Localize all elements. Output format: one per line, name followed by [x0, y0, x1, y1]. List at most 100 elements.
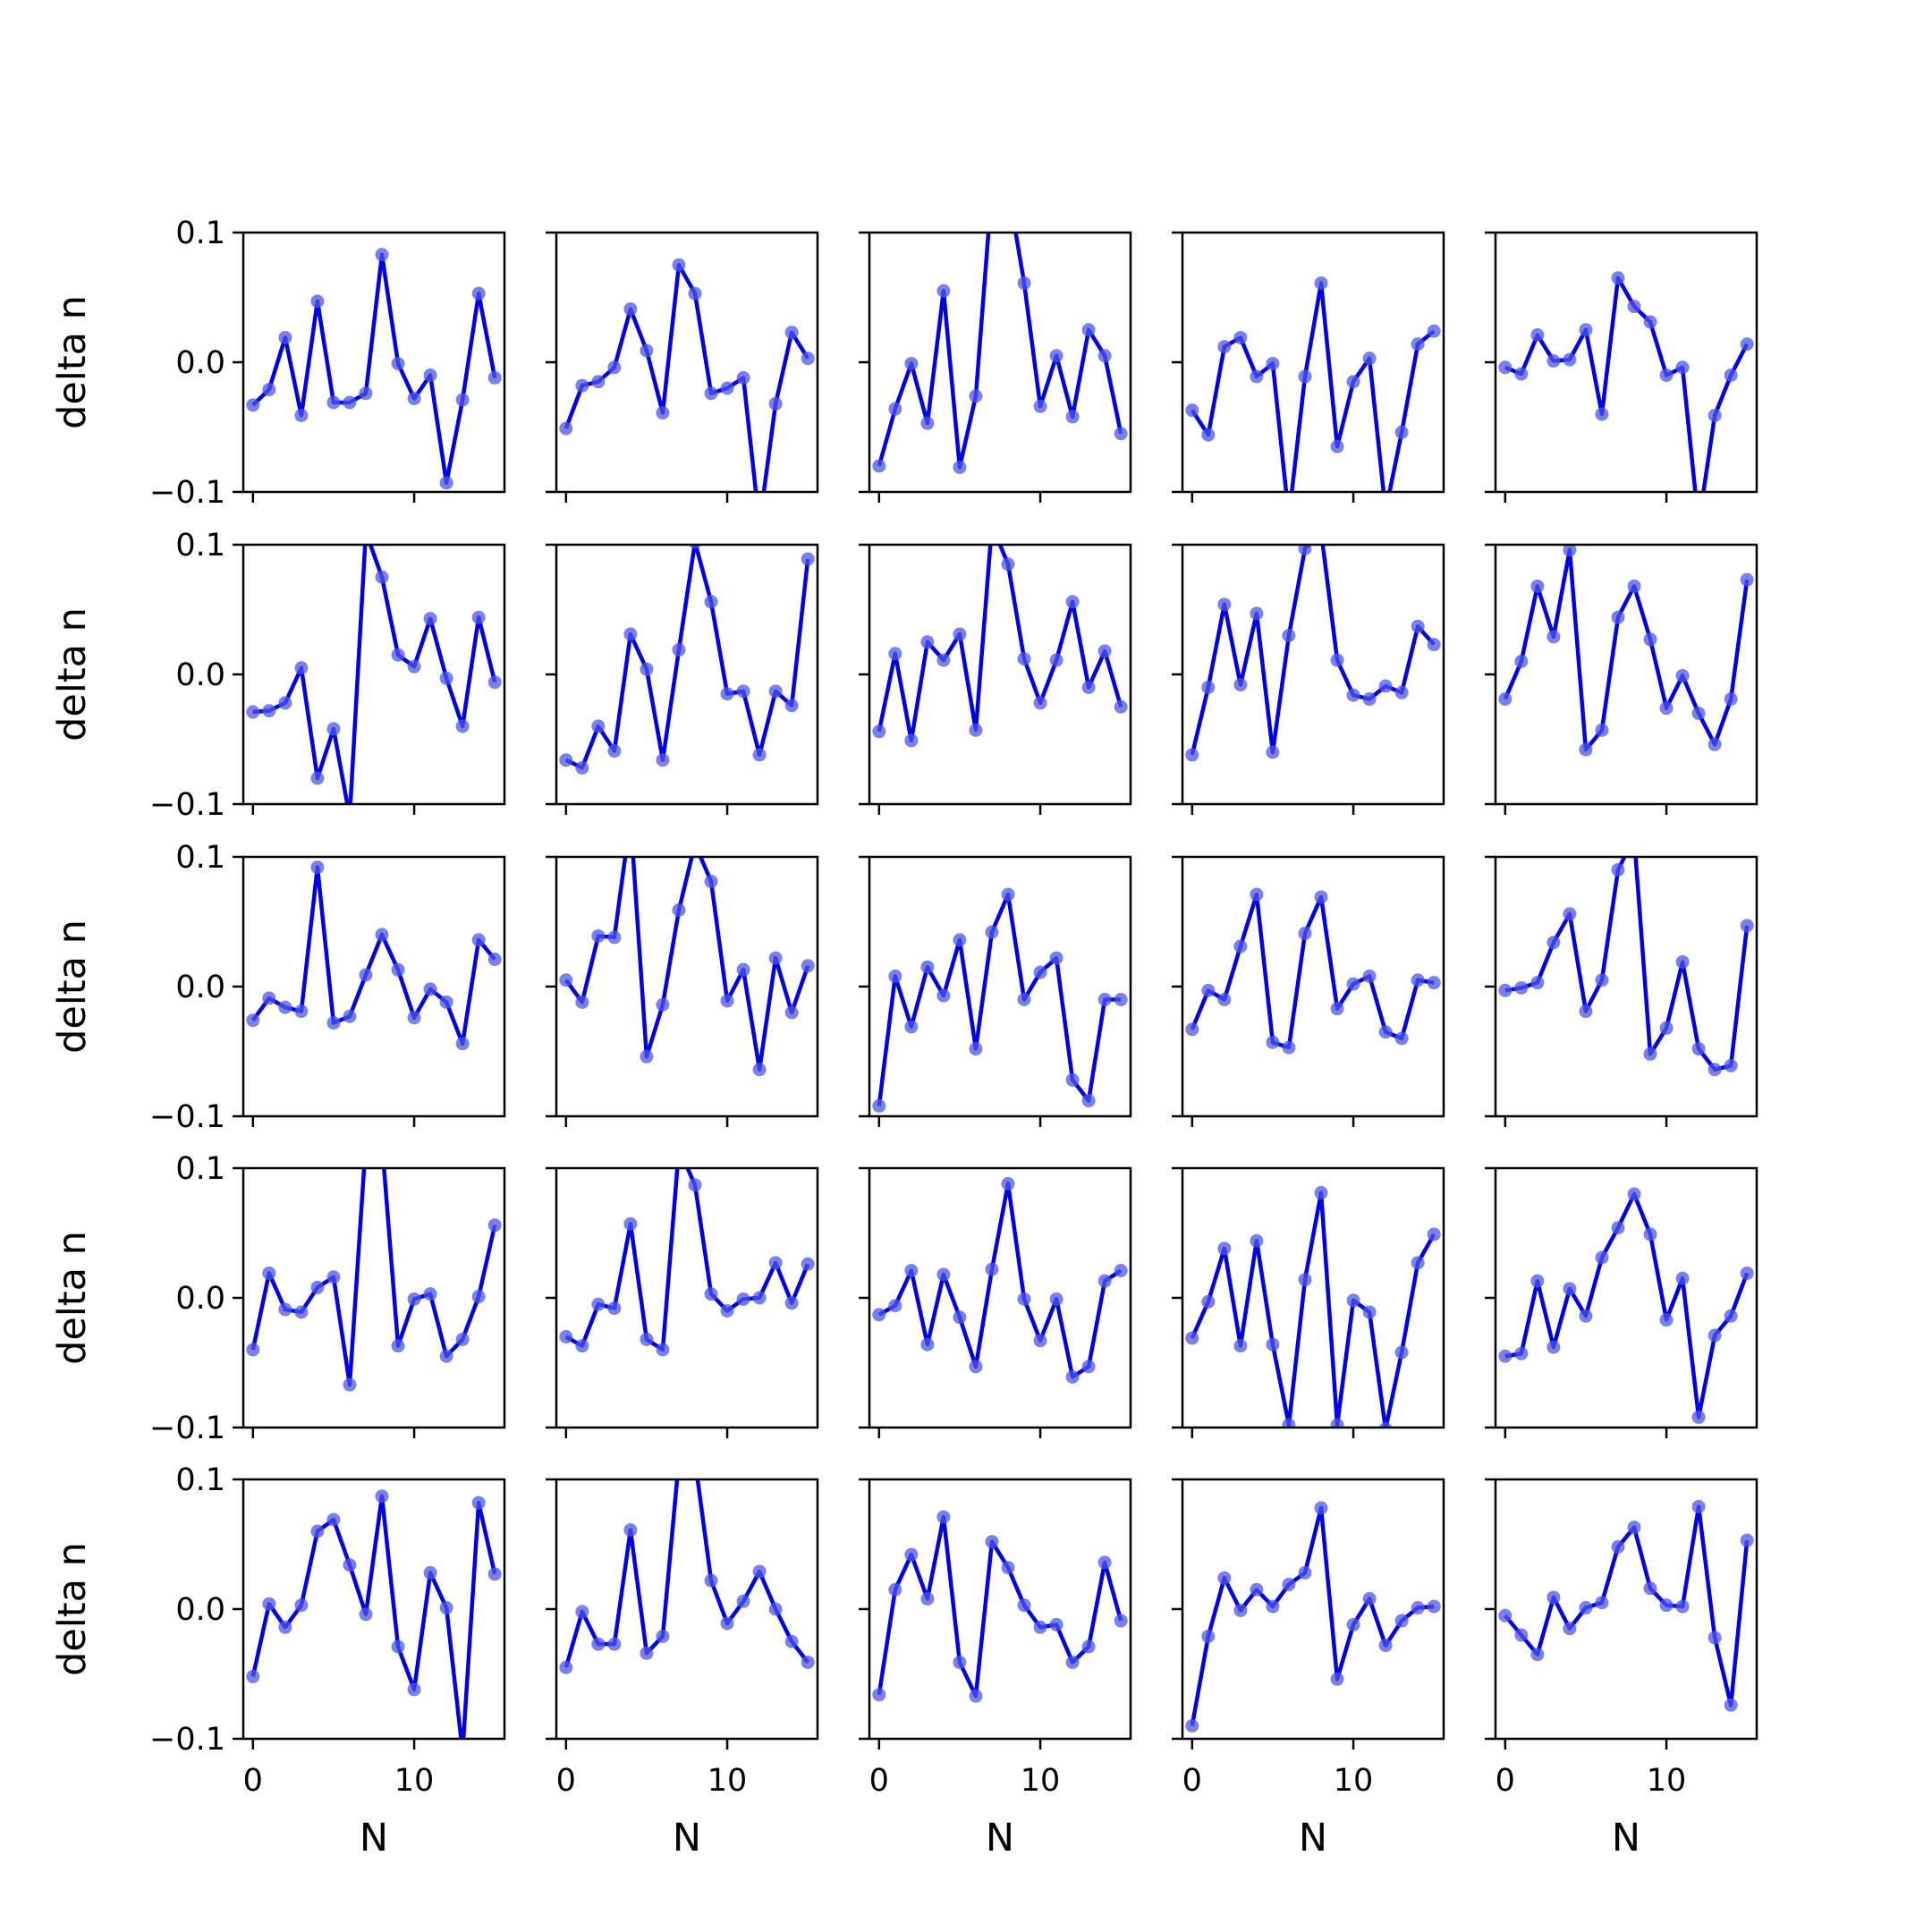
series-line — [1190, 545, 1436, 756]
data-point — [1097, 1274, 1112, 1288]
data-point — [1330, 1672, 1344, 1686]
data-point — [784, 699, 799, 713]
data-point — [1394, 1031, 1409, 1046]
data-point — [607, 1301, 622, 1316]
data-point — [575, 1605, 589, 1619]
data-point — [1659, 369, 1674, 382]
data-point — [1740, 1533, 1754, 1547]
data-point — [246, 1343, 260, 1357]
axes-frame — [555, 855, 819, 1118]
data-point — [1595, 1250, 1609, 1265]
data-point — [1233, 1603, 1248, 1617]
data-point — [888, 969, 902, 983]
data-point — [953, 627, 967, 641]
data-point — [471, 286, 486, 301]
data-point — [607, 1637, 622, 1651]
x-tick-label: 0 — [869, 1763, 889, 1799]
data-point — [640, 662, 654, 676]
data-point — [1675, 668, 1690, 682]
data-point — [1346, 1617, 1360, 1631]
data-point — [326, 1016, 341, 1030]
data-point — [1314, 1501, 1328, 1515]
data-point — [1611, 1539, 1625, 1554]
data-point — [1579, 323, 1593, 337]
y-tick-label: 0.1 — [175, 840, 225, 876]
data-point — [575, 760, 589, 775]
data-point — [262, 1266, 276, 1280]
series-group — [1498, 271, 1754, 492]
data-point — [1233, 678, 1248, 692]
data-point — [1530, 976, 1545, 990]
data-point — [1017, 652, 1031, 666]
data-point — [1514, 1628, 1529, 1642]
data-point — [1707, 737, 1722, 751]
y-tick-label: 0.1 — [175, 1151, 225, 1187]
x-axis-label: N — [673, 1816, 701, 1860]
data-point — [439, 671, 453, 685]
data-point — [423, 1287, 437, 1301]
data-point — [1411, 337, 1425, 352]
data-point — [326, 1513, 341, 1527]
data-point — [768, 396, 783, 411]
data-point — [343, 395, 357, 410]
data-point — [262, 704, 276, 718]
data-point — [985, 925, 999, 939]
y-tick-label: 0.1 — [175, 216, 225, 251]
x-axis-label: N — [1612, 1816, 1640, 1860]
data-point — [487, 675, 502, 690]
axes-frame — [868, 543, 1132, 806]
data-point — [439, 1349, 453, 1363]
data-point — [423, 982, 437, 996]
data-point — [1628, 831, 1641, 844]
data-point — [591, 719, 606, 733]
data-point — [1707, 1063, 1722, 1077]
data-point — [1330, 1002, 1344, 1016]
data-point — [1724, 369, 1738, 382]
data-point — [1114, 1264, 1128, 1278]
data-point — [607, 930, 622, 945]
x-tick-label: 0 — [243, 1763, 263, 1799]
data-point — [623, 811, 637, 825]
data-point — [1378, 1639, 1393, 1653]
data-point — [920, 635, 935, 649]
panel-r1-c5 — [1485, 231, 1758, 503]
data-point — [969, 1360, 983, 1374]
data-point — [1250, 606, 1264, 621]
series-group — [872, 233, 1128, 474]
data-point — [872, 724, 886, 739]
data-point — [407, 659, 421, 674]
series-group — [559, 545, 815, 775]
data-point — [888, 1582, 902, 1597]
data-point — [1314, 1186, 1328, 1200]
data-point — [753, 518, 767, 531]
data-point — [1611, 271, 1625, 285]
series-group — [246, 1168, 502, 1392]
data-point — [904, 1264, 919, 1278]
series-line — [1504, 1504, 1750, 1707]
data-point — [623, 627, 638, 641]
data-point — [1675, 1599, 1690, 1614]
y-tick-label: −0.1 — [149, 1099, 225, 1135]
series-group — [246, 545, 502, 804]
data-point — [1514, 655, 1529, 668]
y-tick-label: −0.1 — [149, 1722, 225, 1758]
data-point — [1546, 936, 1561, 950]
data-point — [559, 753, 573, 767]
data-point — [1362, 1305, 1377, 1319]
data-point — [1379, 504, 1393, 518]
data-point — [1378, 1421, 1393, 1428]
data-point — [920, 1591, 935, 1606]
data-point — [1362, 969, 1377, 983]
data-point — [784, 1005, 799, 1020]
data-point — [1049, 653, 1063, 667]
series-line — [1190, 1191, 1436, 1428]
data-point — [720, 994, 734, 1008]
data-point — [1250, 1233, 1264, 1248]
data-point — [623, 302, 638, 317]
data-point — [359, 1607, 373, 1622]
panel-r4-c3 — [859, 1166, 1132, 1438]
data-point — [1201, 983, 1216, 997]
data-point — [784, 1634, 799, 1648]
data-point — [423, 612, 437, 626]
data-point — [1033, 965, 1047, 979]
